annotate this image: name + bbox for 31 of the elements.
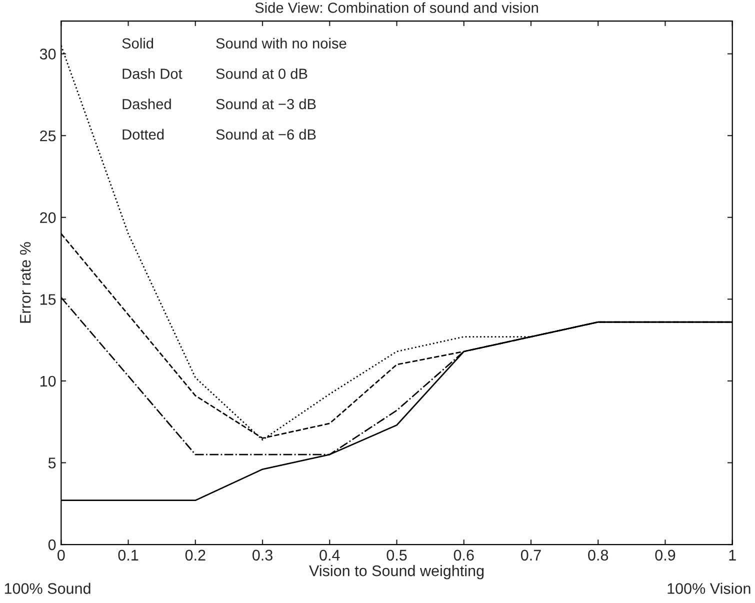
x-tick-label: 0.4	[320, 550, 340, 561]
chart-title: Side View: Combination of sound and vision	[255, 2, 538, 13]
x-tick-label: 0.3	[252, 550, 272, 561]
annotation: Sound at 0 dB	[216, 68, 308, 79]
annotation: Sound at −3 dB	[216, 98, 316, 110]
x-tick-label: 0.1	[118, 550, 138, 561]
y-axis-title: Error rate %	[20, 242, 31, 323]
x-tick-label: 0.8	[588, 550, 608, 561]
text: 100% Vision	[668, 582, 750, 594]
annotation: Dashed	[122, 98, 171, 110]
x-tick-label: 0.6	[454, 550, 474, 561]
x-tick-label: 0	[58, 550, 65, 561]
x-tick-label: 0.9	[655, 550, 676, 561]
y-tick-label: 25	[40, 130, 56, 142]
x-axis-title: Vision to Sound weighting	[309, 565, 484, 580]
x-tick-label: 0.2	[185, 550, 206, 561]
text: 100% Sound	[4, 582, 90, 594]
y-tick-label: 30	[40, 48, 56, 60]
annotation: Dash Dot	[122, 68, 182, 79]
y-tick-label: 0	[48, 539, 56, 550]
y-tick-label: 5	[48, 458, 56, 468]
annotation: Solid	[122, 38, 154, 49]
x-tick-label: 0.7	[520, 550, 541, 561]
y-tick-label: 20	[40, 212, 56, 224]
x-tick-label: 0.5	[386, 550, 407, 561]
x-tick-label: 1	[729, 550, 736, 560]
annotation: Dotted	[122, 128, 164, 140]
y-tick-label: 10	[40, 376, 56, 387]
annotation: Sound with no noise	[216, 38, 346, 49]
annotation: Sound at −6 dB	[216, 128, 316, 140]
y-tick-label: 15	[40, 294, 56, 305]
